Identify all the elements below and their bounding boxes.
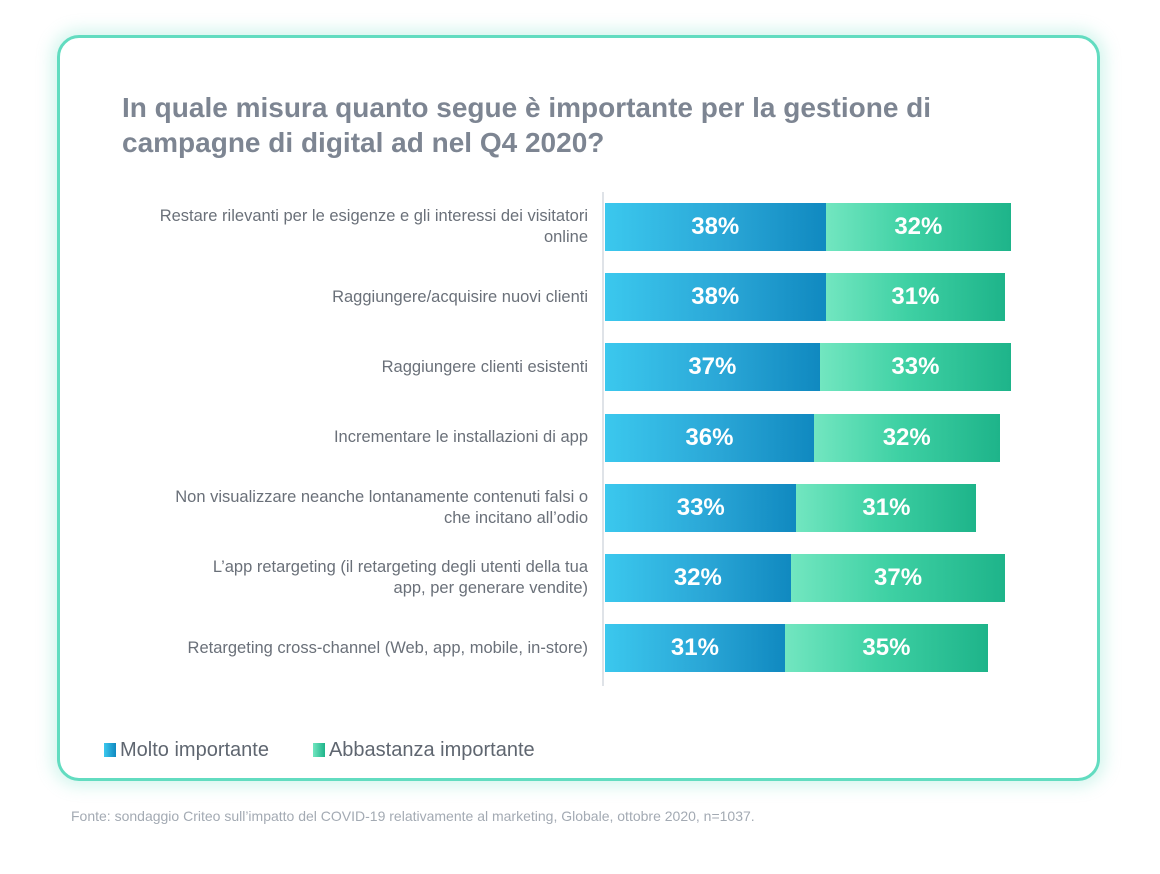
category-label: Non visualizzare neanche lontanamente co… (68, 484, 588, 532)
category-label-line: Retargeting cross-channel (Web, app, mob… (187, 638, 588, 657)
category-label-line: Non visualizzare neanche lontanamente co… (175, 487, 588, 506)
chart-title-line-2: campagne di digital ad nel Q4 2020? (122, 127, 605, 158)
category-label-text: Non visualizzare neanche lontanamente co… (175, 487, 588, 529)
category-label-line: app, per generare vendite) (393, 579, 588, 597)
category-label: L’app retargeting (il retargeting degli … (68, 554, 588, 602)
bar-abbastanza-importante: 31% (825, 273, 1006, 322)
chart-card: In quale misura quanto segue è important… (57, 35, 1100, 781)
bar-abbastanza-importante: 31% (796, 483, 977, 532)
category-label-line: Restare rilevanti per le esigenze e gli … (159, 207, 588, 225)
bar-molto-importante: 36% (605, 413, 814, 462)
bar-row: Non visualizzare neanche lontanamente co… (60, 483, 1103, 532)
legend-swatch-blue (104, 743, 116, 757)
category-label: Raggiungere/acquisire nuovi clienti (68, 273, 588, 321)
bar-value-label: 38% (691, 283, 740, 311)
category-label-line: online (543, 228, 588, 246)
bar-value-label: 31% (670, 634, 719, 662)
bar-value-label: 31% (862, 493, 911, 521)
bar-value-label: 37% (688, 353, 737, 381)
category-label-text: Incrementare le installazioni di app (334, 427, 588, 448)
bar-abbastanza-importante: 32% (825, 203, 1012, 251)
category-label-line: Raggiungere clienti esistenti (381, 357, 588, 376)
bar-row: Restare rilevanti per le esigenze e gli … (60, 203, 1103, 251)
bar-row: Retargeting cross-channel (Web, app, mob… (60, 624, 1103, 673)
category-label-text: Raggiungere clienti esistenti (382, 357, 588, 378)
bar-abbastanza-importante: 37% (790, 554, 1006, 602)
bar-value-label: 37% (874, 564, 923, 591)
bar-abbastanza-importante: 35% (784, 624, 988, 673)
bar-value-label: 31% (891, 283, 940, 311)
chart-legend: Molto importante Abbastanza importante (104, 738, 579, 762)
category-label: Raggiungere clienti esistenti (68, 343, 588, 391)
bar-value-label: 35% (862, 634, 911, 662)
category-label-text: Restare rilevanti per le esigenze e gli … (160, 206, 588, 248)
bar-abbastanza-importante: 32% (813, 413, 1000, 462)
category-label-line: Incrementare le installazioni di app (333, 428, 588, 447)
category-label: Incrementare le installazioni di app (68, 414, 588, 462)
bar-molto-importante: 38% (605, 273, 826, 322)
bar-value-label: 32% (882, 423, 931, 451)
bar-molto-importante: 32% (605, 554, 791, 602)
bar-row: Raggiungere clienti esistenti 37% 33% (60, 343, 1103, 392)
category-label: Retargeting cross-channel (Web, app, mob… (68, 624, 588, 672)
category-axis-line (602, 192, 604, 686)
bar-value-label: 36% (685, 423, 734, 451)
bar-molto-importante: 33% (605, 483, 797, 532)
bar-molto-importante: 31% (605, 624, 785, 673)
bar-value-label: 32% (894, 213, 943, 240)
legend-swatch-green (312, 743, 325, 757)
chart-title: In quale misura quanto segue è important… (122, 90, 1022, 160)
category-label: Restare rilevanti per le esigenze e gli … (68, 203, 588, 251)
bar-row: L’app retargeting (il retargeting degli … (60, 554, 1103, 602)
bar-value-label: 38% (691, 213, 740, 240)
bar-row: Raggiungere/acquisire nuovi clienti 38% 31… (60, 273, 1103, 322)
bar-abbastanza-importante: 33% (819, 343, 1012, 392)
category-label-text: Retargeting cross-channel (Web, app, mob… (188, 638, 588, 659)
legend-label-abbastanza-importante: Abbastanza importante (328, 738, 535, 761)
category-label-text: L’app retargeting (il retargeting degli … (213, 557, 588, 599)
source-note: Fonte: sondaggio Criteo sull’impatto del… (71, 808, 755, 824)
chart-title-line-1: In quale misura quanto segue è important… (122, 92, 932, 123)
category-label-line: che incitano all’odio (443, 508, 588, 527)
bar-molto-importante: 38% (605, 203, 826, 251)
category-label-line: Raggiungere/acquisire nuovi clienti (332, 287, 588, 306)
legend-item-abbastanza-importante: Abbastanza importante (312, 738, 535, 762)
category-label-line: L’app retargeting (il retargeting degli … (212, 558, 588, 576)
bar-value-label: 32% (673, 564, 722, 591)
bar-row: Incrementare le installazioni di app 36% 3… (60, 413, 1103, 462)
legend-item-molto-importante: Molto importante (104, 739, 269, 762)
bar-value-label: 33% (891, 353, 940, 381)
category-label-text: Raggiungere/acquisire nuovi clienti (332, 287, 588, 308)
bar-molto-importante: 37% (605, 343, 820, 392)
legend-label-molto-importante: Molto importante (120, 738, 269, 761)
bar-value-label: 33% (676, 493, 725, 521)
